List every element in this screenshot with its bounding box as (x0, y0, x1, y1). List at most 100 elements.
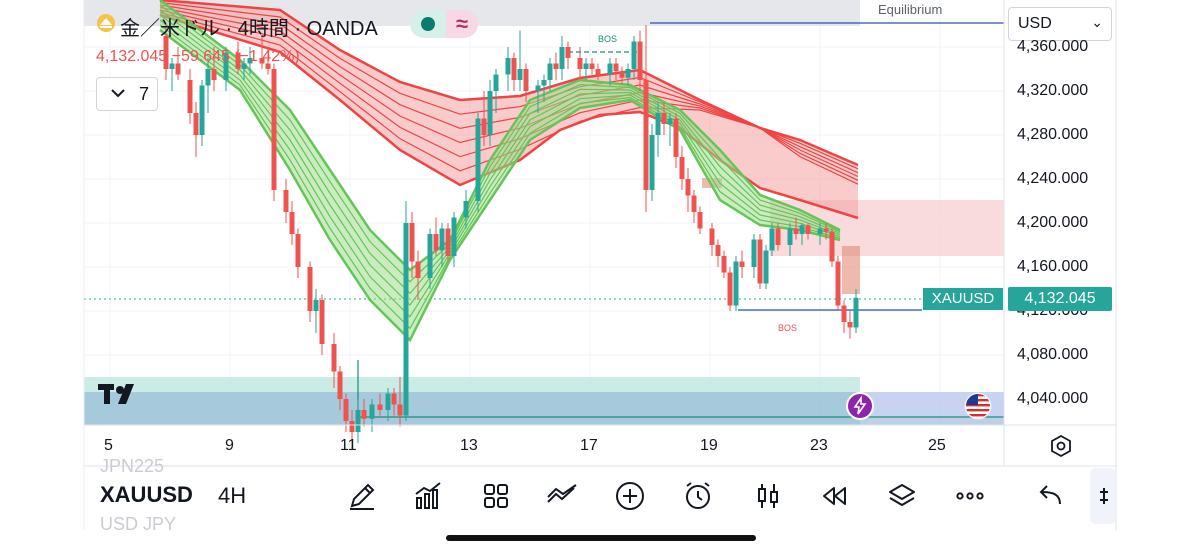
candle-body (377, 404, 383, 410)
us-flag-event-icon[interactable] (964, 392, 992, 420)
candle-body (445, 228, 451, 256)
candle-body (589, 63, 595, 69)
layout-grid-icon[interactable] (480, 480, 512, 512)
red-ribbon-edge (159, 13, 859, 220)
chevron-down-icon: ⌄ (1091, 14, 1103, 30)
indicator-count: 7 (139, 84, 150, 104)
candle-body (487, 91, 493, 135)
candle-body (625, 69, 631, 78)
candle-body (289, 212, 295, 234)
green-ribbon-edge (159, 29, 841, 343)
indicator-toggle-button[interactable]: 7 (96, 77, 158, 111)
candle-body (763, 250, 769, 284)
price-tick: 4,080.000 (1017, 346, 1089, 363)
equilibrium-label: Equilibrium (878, 2, 943, 17)
candle-body (553, 63, 559, 69)
candle-body (559, 47, 565, 69)
indicators-icon[interactable] (412, 480, 444, 512)
pen-icon[interactable] (346, 480, 378, 512)
price-tick: 4,200.000 (1017, 214, 1089, 231)
time-tick: 19 (700, 437, 718, 454)
candle-body (451, 217, 457, 256)
candle-body (517, 69, 523, 80)
candle-body (271, 69, 277, 190)
chart-settings-icon[interactable] (1048, 433, 1074, 459)
candle-body (175, 63, 181, 75)
time-tick: 17 (580, 437, 598, 454)
time-tick: 9 (225, 437, 234, 454)
candle-body (541, 80, 547, 86)
candle-body (631, 41, 637, 69)
candle-body (595, 69, 601, 75)
candle-body (583, 63, 589, 69)
price-change-readout: 4,132.045 −59.645 (−1.42%) (96, 48, 300, 65)
candle-body (619, 71, 625, 78)
candle-body (691, 195, 697, 212)
more-icon[interactable] (954, 480, 986, 512)
compare-icon[interactable] (546, 480, 578, 512)
candle-body (751, 239, 757, 267)
candle-body (655, 113, 661, 135)
candle-body (667, 118, 673, 124)
toolbar-interval[interactable]: 4H (218, 483, 247, 508)
candle-body (265, 63, 271, 69)
candle-body (235, 52, 241, 69)
candle-body (199, 85, 205, 135)
candle-body (799, 225, 805, 234)
candle-body (607, 63, 613, 75)
tradingview-logo-icon (98, 384, 134, 404)
bos-label-top: BOS (598, 34, 617, 44)
time-tick: 11 (340, 437, 357, 454)
toolbar-scroll-handle[interactable] (1090, 468, 1116, 524)
toolbar-symbol[interactable]: XAUUSD (100, 482, 193, 507)
candle-body (577, 58, 583, 69)
price-tick: 4,240.000 (1017, 170, 1089, 187)
candle-body (613, 63, 619, 72)
candle-body (409, 223, 415, 262)
red-ribbon-line (159, 11, 859, 185)
candle-body (547, 63, 553, 80)
chart-title[interactable]: 金／米ドル · 4時間 · OANDA (120, 18, 378, 40)
price-tick: 4,360.000 (1017, 38, 1089, 55)
candle-body (727, 272, 733, 306)
candle-body (349, 421, 355, 432)
candle-body (427, 234, 433, 278)
candle-body (211, 69, 217, 80)
undo-icon[interactable] (1034, 480, 1066, 512)
candle-body (775, 228, 781, 245)
candle-body (709, 228, 715, 245)
wave-indicator-button[interactable]: ≈ (446, 10, 478, 38)
price-tick: 4,040.000 (1017, 390, 1089, 407)
candle-body (295, 234, 301, 267)
candle-body (397, 404, 403, 416)
candle-body (637, 41, 643, 80)
candle-body (835, 261, 841, 306)
candle-body (793, 228, 799, 234)
candle-body (247, 58, 253, 64)
candle-body (307, 267, 313, 311)
add-icon[interactable] (614, 480, 646, 512)
candle-body (697, 212, 703, 229)
currency-select[interactable]: USD ⌄ (1008, 7, 1112, 41)
replay-icon[interactable] (818, 480, 850, 512)
chevron-down-icon (109, 84, 127, 107)
candle-body (391, 393, 397, 405)
candle-body (853, 297, 859, 328)
price-tick: 4,280.000 (1017, 126, 1089, 143)
candle-body (481, 118, 487, 135)
alert-clock-icon[interactable] (682, 480, 714, 512)
economic-event-icon[interactable] (846, 392, 874, 420)
candle-body (205, 69, 211, 86)
candle-body (643, 80, 649, 190)
candle-body (259, 58, 265, 64)
market-status-button[interactable] (410, 10, 446, 38)
candle-body (817, 228, 823, 234)
candle-body (787, 228, 793, 245)
candle-body (685, 179, 691, 196)
candle-type-icon[interactable] (752, 480, 784, 512)
layers-icon[interactable] (886, 480, 918, 512)
candle-body (565, 47, 571, 58)
candle-body (343, 399, 349, 421)
